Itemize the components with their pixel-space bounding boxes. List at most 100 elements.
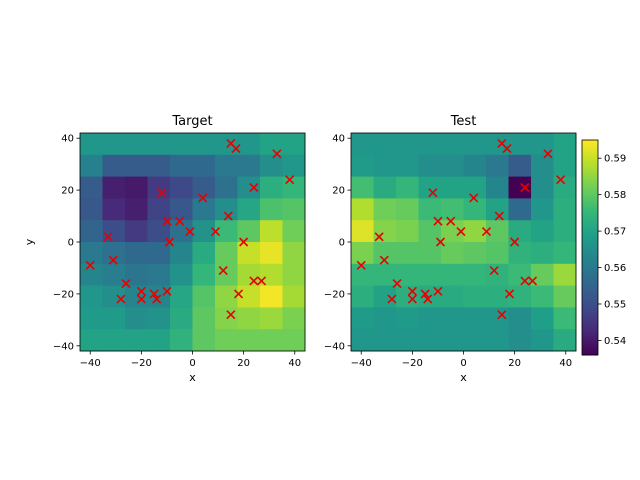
colorbar-segment — [582, 290, 598, 294]
heatmap-cell — [192, 285, 216, 308]
heatmap-cell — [237, 154, 261, 177]
sample-point-marker — [435, 237, 446, 247]
heatmap-cell — [508, 176, 532, 199]
heatmap-cell — [508, 242, 532, 265]
colorbar-segment — [582, 287, 598, 291]
sample-point-marker — [108, 255, 118, 265]
colorbar-segment — [582, 164, 598, 168]
heatmap-cell — [351, 154, 374, 177]
colorbar-segment — [582, 322, 598, 326]
heatmap-cell — [170, 307, 193, 330]
target-heatmap-cells — [80, 133, 306, 352]
heatmap-cell — [282, 263, 306, 286]
colorbar-segment — [582, 301, 598, 305]
heatmap-cell — [215, 198, 238, 221]
sample-point-marker — [239, 237, 249, 247]
colorbar-segment — [582, 320, 598, 324]
heatmap-cell — [282, 176, 306, 199]
heatmap-cell — [508, 263, 532, 286]
heatmap-cell — [282, 329, 306, 352]
sample-point-marker — [162, 286, 172, 296]
sample-point-marker — [162, 216, 172, 226]
sample-point-marker — [164, 237, 175, 247]
heatmap-cell — [282, 220, 306, 243]
colorbar-segment — [582, 352, 598, 356]
colorbar-segment — [582, 180, 598, 184]
heatmap-cell — [80, 285, 103, 308]
colorbar-gradient — [582, 140, 598, 356]
heatmap-cell — [237, 242, 261, 265]
sample-point-marker — [185, 227, 195, 237]
heatmap-cell — [260, 263, 283, 286]
colorbar-segment — [582, 274, 598, 278]
heatmap-cell — [80, 198, 103, 221]
heatmap-cell — [237, 285, 261, 308]
heatmap-cell — [125, 220, 148, 243]
heatmap-cell — [237, 198, 261, 221]
heatmap-cell — [260, 176, 283, 199]
heatmap-cell — [102, 329, 126, 352]
colorbar-segment — [582, 223, 598, 227]
colorbar-segment — [582, 250, 598, 254]
sample-point-marker — [433, 216, 443, 226]
colorbar-tick-label: 0.57 — [604, 227, 626, 238]
heatmap-cell — [351, 133, 374, 156]
heatmap-cell — [553, 263, 577, 286]
heatmap-cell — [351, 329, 374, 352]
heatmap-cell — [396, 242, 419, 265]
heatmap-cell — [463, 285, 487, 308]
heatmap-cell — [125, 263, 148, 286]
heatmap-cell — [260, 285, 283, 308]
x-tick-label: −20 — [131, 358, 152, 369]
sample-point-marker — [149, 289, 159, 299]
heatmap-cell — [170, 263, 193, 286]
heatmap-cell — [373, 329, 397, 352]
heatmap-cell — [463, 220, 487, 243]
heatmap-cell — [282, 133, 306, 156]
test-title: Test — [450, 114, 477, 129]
colorbar-segment — [582, 244, 598, 248]
colorbar-segment — [582, 234, 598, 238]
sample-point-marker — [256, 276, 267, 286]
heatmap-cell — [237, 176, 261, 199]
sample-point-marker — [121, 278, 131, 289]
heatmap-cell — [260, 198, 283, 221]
heatmap-cell — [531, 242, 554, 265]
sample-point-marker — [136, 286, 146, 296]
heatmap-cell — [418, 198, 442, 221]
heatmap-cell — [486, 285, 509, 308]
heatmap-cell — [170, 176, 193, 199]
sample-point-marker — [157, 188, 167, 198]
test-x-axis-label: x — [460, 371, 467, 384]
heatmap-cell — [147, 154, 171, 177]
colorbar-segment — [582, 177, 598, 181]
heatmap-cell — [508, 154, 532, 177]
heatmap-cell — [282, 242, 306, 265]
heatmap-cell — [125, 242, 148, 265]
colorbar-segment — [582, 269, 598, 273]
heatmap-cell — [237, 133, 261, 156]
test-heatmap-panel: −40 −20 0 20 40 −40 −20 0 20 40 Test x — [324, 114, 577, 384]
x-tick-label: −20 — [402, 358, 423, 369]
colorbar-segment — [582, 346, 598, 351]
heatmap-cell — [237, 263, 261, 286]
sample-point-marker — [175, 216, 185, 226]
sample-point-marker — [407, 286, 417, 296]
heatmap-cell — [351, 220, 374, 243]
sample-point-marker — [527, 276, 538, 286]
sample-point-marker — [249, 276, 259, 286]
sample-point-marker — [510, 237, 520, 247]
colorbar-segment — [582, 336, 598, 340]
heatmap-cell — [192, 198, 216, 221]
heatmap-cell — [553, 198, 577, 221]
sample-point-marker — [520, 276, 530, 286]
colorbar-segment — [582, 140, 598, 144]
heatmap-cell — [170, 154, 193, 177]
heatmap-cell — [170, 285, 193, 308]
x-tick-label: −40 — [80, 358, 101, 369]
heatmap-cell — [373, 198, 397, 221]
heatmap-cell — [192, 263, 216, 286]
colorbar-segment — [582, 148, 598, 152]
heatmap-cell — [373, 263, 397, 286]
heatmap-cell — [80, 329, 103, 352]
